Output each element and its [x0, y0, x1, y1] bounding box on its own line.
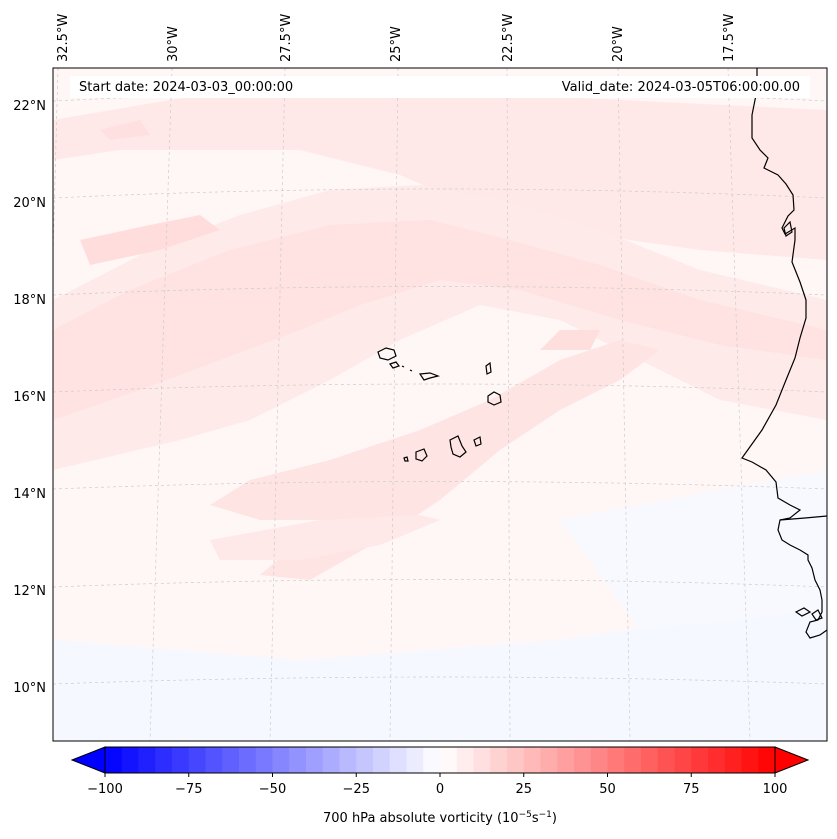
colorbar-cell [674, 747, 692, 773]
coast-island-3 [783, 220, 793, 237]
africa-coastline [741, 68, 827, 639]
coast-island-1 [794, 607, 812, 617]
colorbar-cell [624, 747, 642, 773]
map-frame [52, 67, 828, 742]
header-bar [70, 76, 810, 98]
colorbar-cell [758, 747, 776, 773]
lat-label-10n: 10°N [13, 681, 46, 696]
colorbar-cell [239, 747, 257, 773]
colorbar-cell [540, 747, 558, 773]
cbar-tick-75: 75 [683, 782, 700, 797]
colorbar-cell [138, 747, 156, 773]
cbar-tick-25: 25 [515, 782, 532, 797]
colorbar-cell [490, 747, 508, 773]
cbar-tick-neg25: −25 [343, 782, 370, 797]
vorticity-band-central-core [53, 220, 827, 420]
cbar-tick-neg75: −75 [175, 782, 202, 797]
lon-label-22-5w: 22.5°W [501, 14, 516, 62]
lon-label-17-5w: 17.5°W [722, 14, 737, 62]
lon-label-27-5w: 27.5°W [279, 14, 294, 62]
vorticity-streak-south [210, 515, 440, 560]
coast-island-2 [811, 609, 823, 621]
start-date-label: Start date: 2024-03-03_00:00:00 [79, 80, 293, 95]
colorbar-cell [557, 747, 575, 773]
colorbar-cell [574, 747, 592, 773]
colorbar-cell [691, 747, 709, 773]
colorbar-cell [641, 747, 659, 773]
colorbar-extend-min [70, 746, 106, 774]
colorbar-cells [105, 747, 776, 773]
cbar-tick-0: 0 [436, 782, 444, 797]
cbar-tick-50: 50 [599, 782, 616, 797]
vorticity-negative-patch-east [560, 470, 827, 630]
colorbar-cell [322, 747, 340, 773]
lat-label-12n: 12°N [13, 584, 46, 599]
cape-verde-islands [377, 347, 502, 462]
colorbar-cell [406, 747, 424, 773]
colorbar-cell [205, 747, 223, 773]
vorticity-band-north [53, 90, 827, 260]
colorbar-cell [339, 747, 357, 773]
colorbar-cell [389, 747, 407, 773]
cbar-tick-neg50: −50 [259, 782, 286, 797]
colorbar-cell [373, 747, 391, 773]
colorbar-cell [289, 747, 307, 773]
colorbar-cell [272, 747, 290, 773]
map-panel [53, 68, 827, 741]
colorbar: −100 −75 −50 −25 0 25 50 75 100 700 hPa … [70, 746, 810, 826]
colorbar-cell [155, 747, 173, 773]
colorbar-cell [306, 747, 324, 773]
lon-label-25w: 25°W [389, 26, 404, 62]
colorbar-cell [356, 747, 374, 773]
colorbar-cell [657, 747, 675, 773]
colorbar-cell [456, 747, 474, 773]
longitude-labels: 32.5°W 30°W 27.5°W 25°W 22.5°W 20°W 17.5… [56, 14, 737, 62]
cbar-tick-100: 100 [763, 782, 788, 797]
colorbar-cell [590, 747, 608, 773]
lon-label-30w: 30°W [166, 26, 181, 62]
colorbar-cell [172, 747, 190, 773]
colorbar-cell [741, 747, 759, 773]
colorbar-label: 700 hPa absolute vorticity (10−5s−1) [323, 810, 557, 826]
vorticity-patch-nw [100, 120, 150, 140]
colorbar-tick-labels: −100 −75 −50 −25 0 25 50 75 100 [87, 782, 787, 797]
vorticity-patch-small [540, 330, 600, 350]
lat-label-16n: 16°N [13, 390, 46, 405]
colorbar-cell [523, 747, 541, 773]
colorbar-cell [121, 747, 139, 773]
colorbar-cell [105, 747, 123, 773]
colorbar-extend-max [774, 746, 810, 774]
colorbar-cell [724, 747, 742, 773]
colorbar-cell [708, 747, 726, 773]
vorticity-negative-band [53, 600, 827, 741]
valid-date-label: Valid_date: 2024-03-05T06:00:00.00 [562, 80, 800, 95]
lat-label-20n: 20°N [13, 196, 46, 211]
cbar-tick-neg100: −100 [87, 782, 123, 797]
lat-label-14n: 14°N [13, 487, 46, 502]
latitude-labels: 22°N 20°N 18°N 16°N 14°N 12°N 10°N [13, 99, 46, 696]
lat-label-22n: 22°N [13, 99, 46, 114]
colorbar-ticks [104, 773, 776, 777]
colorbar-cell [607, 747, 625, 773]
colorbar-cell [440, 747, 458, 773]
lat-label-18n: 18°N [13, 293, 46, 308]
colorbar-cell [423, 747, 441, 773]
colorbar-cell [188, 747, 206, 773]
colorbar-cell [507, 747, 525, 773]
lon-label-32-5w: 32.5°W [56, 14, 71, 62]
gambia-river [779, 515, 827, 521]
lon-label-20w: 20°W [611, 26, 626, 62]
colorbar-cell [473, 747, 491, 773]
colorbar-cell [222, 747, 240, 773]
colorbar-cell [255, 747, 273, 773]
vorticity-patch-west [80, 215, 220, 265]
